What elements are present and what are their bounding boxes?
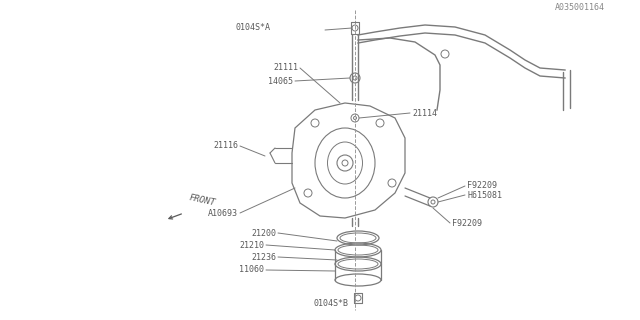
Text: A035001164: A035001164 bbox=[555, 3, 605, 12]
Text: A10693: A10693 bbox=[208, 209, 238, 218]
Text: 21116: 21116 bbox=[213, 141, 238, 150]
Text: 14065: 14065 bbox=[268, 76, 293, 85]
Text: 0104S*A: 0104S*A bbox=[235, 23, 270, 33]
Text: 0104S*B: 0104S*B bbox=[313, 299, 348, 308]
Text: 21111: 21111 bbox=[273, 63, 298, 73]
Text: H615081: H615081 bbox=[467, 190, 502, 199]
Text: 21210: 21210 bbox=[239, 241, 264, 250]
Text: 21236: 21236 bbox=[251, 252, 276, 261]
Text: 21200: 21200 bbox=[251, 228, 276, 237]
Text: F92209: F92209 bbox=[467, 181, 497, 190]
Text: 11060: 11060 bbox=[239, 266, 264, 275]
Text: F92209: F92209 bbox=[452, 219, 482, 228]
Text: 21114: 21114 bbox=[412, 108, 437, 117]
Text: FRONT: FRONT bbox=[188, 194, 216, 208]
